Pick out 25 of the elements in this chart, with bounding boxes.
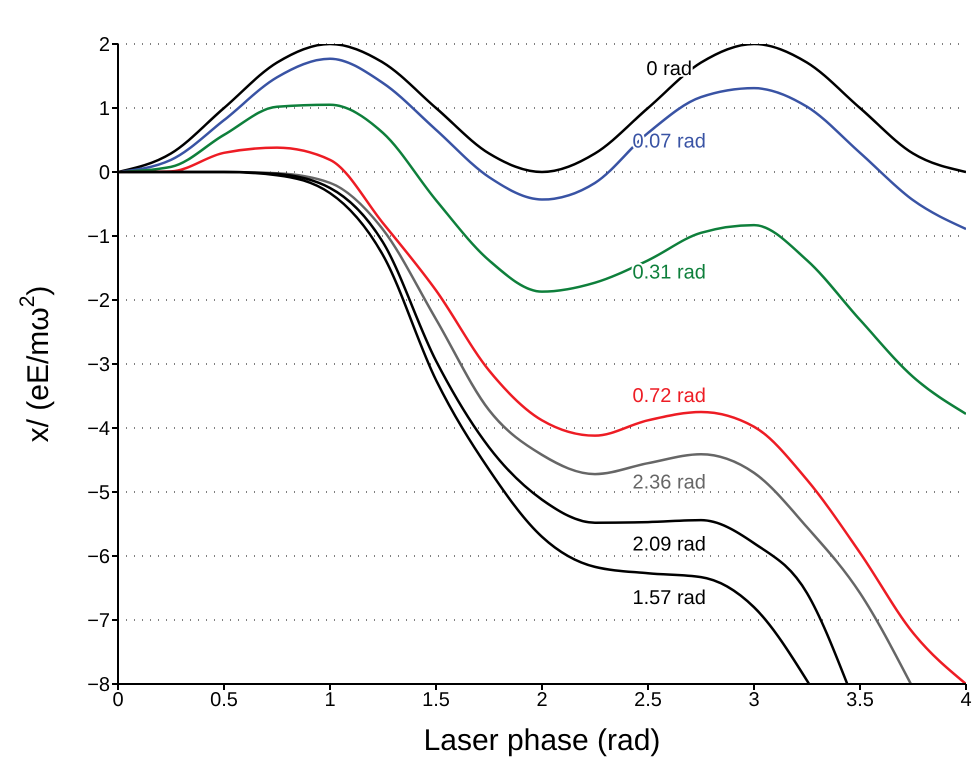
series-label: 2.36 rad — [632, 472, 706, 494]
y-tick-label: −7 — [87, 610, 110, 632]
x-tick-label: 2 — [536, 689, 548, 712]
y-tick-label: 2 — [98, 34, 110, 56]
y-tick-label: 1 — [98, 98, 110, 120]
y-tick-label: −4 — [87, 418, 110, 440]
y-tick-label: −2 — [87, 290, 110, 312]
series-label: 0.31 rad — [632, 261, 706, 284]
series-label: 1.57 rad — [632, 586, 706, 609]
y-tick-label: 0 — [98, 162, 110, 184]
x-tick-label: 3 — [748, 689, 760, 712]
series-label: 0.72 rad — [632, 385, 706, 408]
y-tick-label: −8 — [87, 674, 110, 696]
x-tick-label: 3.5 — [846, 689, 874, 712]
series-label: 2.09 rad — [632, 533, 706, 556]
y-tick-label: −6 — [87, 546, 110, 568]
x-tick-label: 0.5 — [210, 689, 238, 712]
x-tick-label: 2.5 — [634, 689, 662, 712]
y-tick-label: −1 — [87, 226, 110, 248]
x-tick-label: 4 — [960, 689, 972, 712]
x-tick-label: 1 — [324, 689, 336, 712]
y-tick-label: −3 — [87, 354, 110, 376]
x-tick-label: 1.5 — [422, 689, 450, 712]
y-tick-label: −5 — [87, 482, 110, 504]
x-axis-title: Laser phase (rad) — [424, 724, 660, 757]
